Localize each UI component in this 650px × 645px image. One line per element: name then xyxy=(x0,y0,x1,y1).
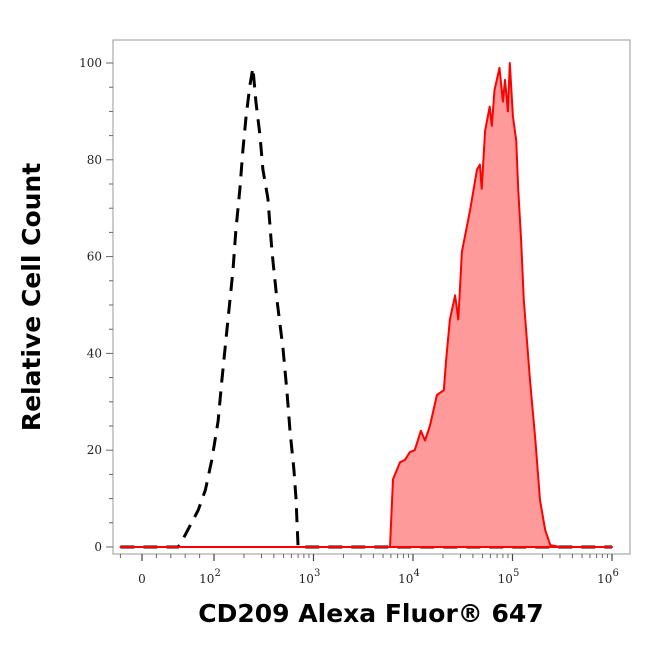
x-tick-label: 106 xyxy=(597,568,619,586)
plot-frame xyxy=(112,39,631,555)
y-tick-label: 20 xyxy=(87,443,102,457)
y-axis-title: Relative Cell Count xyxy=(17,163,46,431)
y-tick-label: 60 xyxy=(87,250,102,264)
x-tick-label: 102 xyxy=(199,568,221,586)
y-tick-label: 40 xyxy=(87,346,102,360)
x-tick-label: 104 xyxy=(398,568,420,586)
y-tick-label: 80 xyxy=(87,153,102,167)
y-tick-label: 0 xyxy=(94,540,102,554)
x-tick-label: 105 xyxy=(498,568,520,586)
control-histogram-line xyxy=(120,67,612,549)
x-tick-label: 0 xyxy=(138,572,146,586)
y-tick-label: 100 xyxy=(79,56,102,70)
x-axis-title: CD209 Alexa Fluor® 647 xyxy=(198,599,543,628)
x-tick-label: 103 xyxy=(299,568,321,586)
positive-histogram-area xyxy=(119,62,613,548)
